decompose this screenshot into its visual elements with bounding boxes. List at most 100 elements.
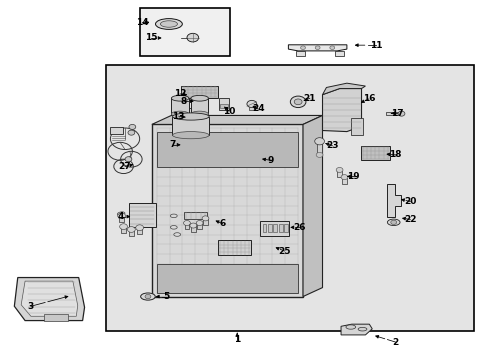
Text: 22: 22	[403, 215, 416, 224]
Polygon shape	[288, 45, 346, 51]
Text: 25: 25	[278, 247, 290, 256]
Bar	[317, 143, 322, 154]
Ellipse shape	[170, 214, 177, 218]
Text: 8: 8	[180, 96, 186, 105]
Bar	[121, 227, 126, 233]
Text: 12: 12	[174, 89, 186, 98]
Text: 9: 9	[266, 156, 273, 165]
Bar	[360, 146, 389, 160]
Bar	[110, 127, 122, 134]
Text: 14: 14	[136, 18, 148, 27]
Circle shape	[335, 167, 342, 172]
Circle shape	[145, 294, 151, 299]
Ellipse shape	[160, 21, 177, 27]
Circle shape	[390, 220, 396, 225]
Ellipse shape	[141, 293, 155, 300]
Ellipse shape	[117, 212, 125, 216]
Text: 7: 7	[169, 140, 175, 149]
Text: 4: 4	[118, 212, 124, 221]
Text: 21: 21	[303, 94, 315, 103]
Bar	[197, 224, 202, 229]
Bar	[267, 224, 271, 232]
Polygon shape	[152, 116, 322, 125]
Bar	[190, 98, 208, 114]
Bar	[43, 314, 68, 320]
Bar	[295, 50, 305, 56]
Ellipse shape	[171, 95, 188, 101]
Bar	[181, 86, 217, 98]
Ellipse shape	[155, 19, 182, 30]
Circle shape	[315, 46, 320, 49]
Circle shape	[202, 216, 208, 221]
Polygon shape	[14, 278, 84, 320]
Text: 27: 27	[119, 162, 131, 171]
Bar	[278, 224, 282, 232]
Bar	[184, 224, 189, 229]
Circle shape	[189, 223, 196, 228]
Circle shape	[294, 99, 302, 105]
Ellipse shape	[173, 233, 180, 236]
Bar	[219, 98, 228, 110]
Ellipse shape	[172, 113, 209, 120]
Bar	[218, 240, 251, 255]
Circle shape	[125, 157, 132, 162]
Bar	[190, 226, 195, 232]
Text: 10: 10	[222, 107, 235, 116]
Circle shape	[118, 213, 125, 219]
Bar	[336, 171, 341, 177]
Text: 16: 16	[362, 94, 374, 103]
Polygon shape	[322, 83, 365, 95]
Text: 2: 2	[392, 338, 398, 347]
Text: 3: 3	[28, 302, 34, 311]
Bar	[220, 104, 227, 108]
Text: 18: 18	[388, 150, 401, 159]
Polygon shape	[386, 184, 400, 217]
Bar	[284, 224, 287, 232]
Ellipse shape	[171, 111, 188, 117]
Circle shape	[290, 96, 305, 108]
Circle shape	[186, 33, 198, 42]
Bar	[172, 117, 208, 135]
Circle shape	[196, 221, 203, 226]
Ellipse shape	[170, 226, 177, 229]
Bar	[129, 203, 156, 227]
Circle shape	[127, 226, 135, 232]
Circle shape	[120, 224, 127, 229]
Ellipse shape	[345, 325, 355, 329]
Bar	[105, 65, 473, 330]
Bar	[157, 264, 298, 293]
Text: 6: 6	[219, 219, 225, 228]
Text: 26: 26	[292, 223, 305, 232]
Text: 13: 13	[172, 112, 184, 121]
Circle shape	[397, 111, 404, 116]
Ellipse shape	[190, 95, 208, 101]
Circle shape	[136, 225, 143, 230]
Bar	[137, 228, 142, 234]
Circle shape	[329, 46, 334, 49]
Ellipse shape	[172, 132, 209, 139]
Bar	[334, 50, 344, 56]
Text: 15: 15	[144, 33, 157, 42]
Circle shape	[129, 125, 136, 130]
Ellipse shape	[386, 219, 399, 226]
Circle shape	[128, 130, 135, 135]
Bar	[129, 230, 134, 236]
Polygon shape	[322, 89, 361, 132]
Polygon shape	[340, 324, 371, 335]
Bar	[350, 118, 363, 135]
Bar	[157, 132, 298, 167]
Bar	[385, 112, 399, 116]
Bar	[203, 219, 207, 225]
Bar	[262, 224, 266, 232]
Circle shape	[246, 100, 256, 108]
Text: 17: 17	[390, 109, 403, 118]
Text: 11: 11	[369, 41, 382, 50]
Text: 19: 19	[346, 172, 359, 181]
Text: 1: 1	[234, 335, 240, 344]
Circle shape	[316, 152, 323, 157]
Bar	[119, 217, 124, 222]
Ellipse shape	[190, 111, 208, 117]
Bar	[140, 8, 229, 56]
Bar	[183, 212, 207, 220]
Bar	[171, 98, 188, 114]
